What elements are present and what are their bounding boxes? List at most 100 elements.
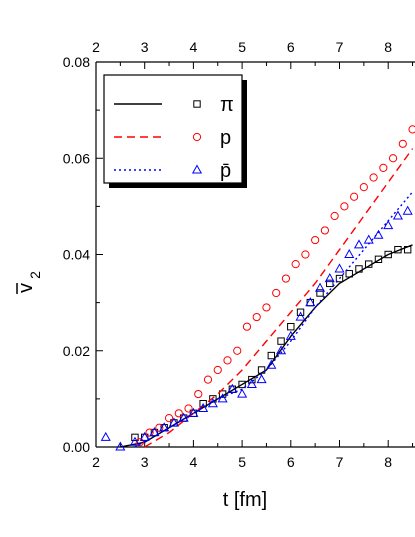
- legend-label-0: π: [220, 94, 234, 116]
- x-tick-label: 6: [287, 454, 295, 470]
- data-point-square: [316, 289, 324, 297]
- data-point-circle: [311, 235, 320, 245]
- svg-text:v: v: [15, 283, 37, 293]
- y-tick-label: 0.04: [63, 247, 90, 263]
- legend-label-1: p: [220, 127, 231, 149]
- data-point-circle: [135, 438, 144, 447]
- data-point-square: [384, 250, 392, 259]
- data-point-circle: [272, 288, 281, 298]
- data-point-circle: [242, 322, 252, 331]
- data-point-circle: [408, 125, 415, 134]
- x-tick-label-top: 4: [190, 39, 198, 55]
- svg-text:2: 2: [27, 271, 43, 279]
- data-point-triangle: [373, 229, 384, 239]
- data-point-circle: [203, 375, 213, 384]
- data-point-triangle: [266, 359, 277, 369]
- data-point-circle: [252, 312, 261, 322]
- legend-marker-1: [192, 132, 202, 142]
- data-point-triangle: [256, 374, 267, 384]
- x-tick-label-top: 6: [287, 39, 295, 55]
- data-point-circle: [379, 163, 388, 172]
- data-point-triangle: [139, 431, 150, 441]
- x-tick-label: 8: [384, 454, 392, 470]
- data-point-circle: [359, 183, 368, 192]
- x-tick-label-top: 8: [384, 39, 392, 55]
- data-point-triangle: [295, 311, 306, 321]
- data-point-square: [267, 351, 276, 360]
- data-point-triangle: [334, 263, 345, 273]
- data-point-triangle: [402, 205, 413, 215]
- data-point-square: [248, 375, 256, 384]
- data-point-circle: [223, 356, 232, 365]
- x-axis-label: t [fm]: [223, 489, 267, 511]
- data-point-triangle: [324, 273, 335, 283]
- y-tick-label: 0.00: [63, 439, 90, 455]
- data-point-triangle: [168, 417, 179, 427]
- data-point-triangle: [285, 330, 296, 340]
- data-point-triangle: [217, 393, 228, 403]
- data-point-circle: [184, 404, 193, 413]
- x-tick-label-top: 2: [92, 39, 100, 55]
- data-point-triangle: [237, 388, 248, 398]
- data-point-circle: [350, 192, 359, 201]
- data-point-triangle: [353, 239, 365, 249]
- data-point-triangle: [383, 220, 394, 230]
- x-tick-label-top: 7: [336, 39, 344, 55]
- y-tick-label: 0.08: [63, 54, 90, 70]
- data-point-circle: [340, 202, 349, 211]
- x-tick-label-top: 5: [238, 39, 246, 55]
- series-line-5: [134, 191, 414, 448]
- series-line-1: [120, 244, 413, 448]
- legend-label-2: p̄: [220, 160, 231, 182]
- data-point-square: [131, 433, 139, 442]
- data-point-triangle: [129, 436, 141, 446]
- data-point-triangle: [100, 431, 111, 441]
- data-point-circle: [301, 250, 310, 259]
- data-point-square: [296, 308, 305, 316]
- y-tick-label: 0.02: [63, 343, 90, 359]
- data-point-circle: [291, 260, 300, 269]
- data-point-circle: [194, 389, 203, 399]
- x-tick-label: 2: [92, 454, 100, 470]
- legend-marker-2: [191, 164, 203, 174]
- data-point-circle: [164, 414, 174, 423]
- x-tick-label: 5: [238, 454, 246, 470]
- y-tick-label: 0.06: [63, 150, 90, 166]
- x-tick-label-top: 3: [141, 39, 149, 55]
- x-tick-label: 3: [141, 454, 149, 470]
- data-point-triangle: [188, 407, 199, 417]
- data-point-circle: [398, 139, 407, 148]
- data-point-triangle: [363, 234, 374, 244]
- data-point-circle: [320, 226, 329, 235]
- legend: πp p̄: [103, 74, 247, 188]
- data-point-circle: [145, 428, 154, 437]
- data-point-circle: [388, 154, 398, 163]
- x-tick-label: 7: [336, 454, 344, 470]
- data-point-square: [335, 274, 344, 283]
- y-axis-label: v 2: [15, 271, 43, 294]
- data-point-triangle: [344, 248, 355, 258]
- data-point-circle: [262, 303, 271, 312]
- data-point-circle: [174, 409, 183, 418]
- x-tick-label: 4: [190, 454, 198, 470]
- data-point-triangle: [178, 412, 189, 422]
- data-point-triangle: [314, 282, 326, 292]
- data-point-circle: [233, 346, 242, 355]
- legend-box: [103, 74, 243, 184]
- data-point-square: [374, 255, 383, 264]
- data-point-triangle: [198, 402, 209, 412]
- data-point-triangle: [207, 398, 218, 408]
- data-point-circle: [213, 365, 222, 375]
- data-point-triangle: [115, 441, 126, 451]
- legend-marker-0: [193, 100, 201, 108]
- series-line-3: [144, 148, 414, 448]
- data-point-triangle: [149, 427, 160, 437]
- data-point-circle: [330, 211, 339, 221]
- data-point-triangle: [305, 297, 316, 307]
- data-point-square: [277, 337, 285, 345]
- data-point-square: [326, 279, 334, 288]
- plot-data: [100, 125, 415, 451]
- data-point-circle: [155, 423, 164, 432]
- data-point-square: [287, 322, 295, 331]
